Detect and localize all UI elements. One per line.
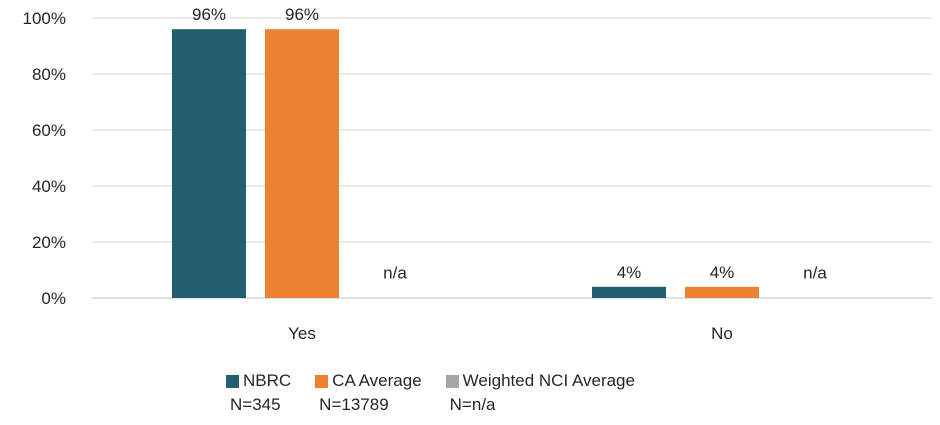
y-tick-label: 20%	[32, 233, 66, 252]
legend-n-weighted-nci-average: N=n/a	[449, 395, 496, 414]
legend-swatch-weighted-nci-average	[445, 374, 459, 388]
legend-item-nbrc: NBRC N=345	[226, 370, 291, 418]
legend-label-ca-average: CA Average	[332, 371, 422, 390]
bar-ca-average-yes	[265, 29, 339, 298]
x-category-label: Yes	[288, 324, 316, 343]
y-tick-label: 0%	[41, 289, 66, 308]
legend-item-ca-average: CA Average N=13789	[315, 370, 422, 418]
legend-swatch-nbrc	[226, 374, 239, 388]
y-tick-label: 60%	[32, 121, 66, 140]
data-label: 4%	[710, 263, 735, 282]
data-label: 96%	[192, 5, 226, 24]
legend-item-weighted-nci-average: Weighted NCI Average N=n/a	[445, 370, 635, 418]
bar-ca-average-no	[685, 286, 759, 298]
y-tick-label: 40%	[32, 177, 66, 196]
legend-label-nbrc: NBRC	[243, 371, 292, 390]
legend: NBRC N=345 CA Average N=13789 Weighted N…	[226, 370, 659, 418]
y-tick-label: 100%	[23, 9, 66, 28]
legend-n-nbrc: N=345	[230, 395, 281, 414]
y-tick-label: 80%	[32, 65, 66, 84]
bar-nbrc-no	[592, 286, 666, 298]
data-label: 96%	[285, 5, 319, 24]
data-label: n/a	[383, 264, 407, 283]
bar-nbrc-yes	[172, 29, 246, 298]
data-label: n/a	[803, 264, 827, 283]
x-category-label: No	[711, 324, 733, 343]
data-label: 4%	[617, 263, 642, 282]
legend-swatch-ca-average	[315, 374, 329, 388]
legend-label-weighted-nci-average: Weighted NCI Average	[462, 371, 635, 390]
legend-n-ca-average: N=13789	[319, 395, 389, 414]
